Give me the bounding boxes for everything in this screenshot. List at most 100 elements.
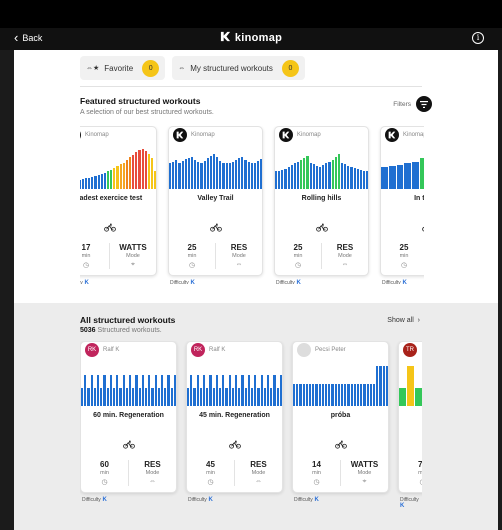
mode-stat: WATTS Mode ⌖ — [109, 243, 156, 269]
profile-bar — [407, 366, 414, 406]
profile-bar — [385, 366, 388, 406]
card-header: Kinomap — [80, 127, 156, 143]
brand-logo: kinomap — [0, 31, 502, 44]
difficulty-label: Difficulty K — [400, 497, 422, 509]
workout-profile-chart — [293, 362, 388, 406]
profile-bar — [302, 384, 305, 406]
profile-bar — [299, 384, 302, 406]
duration-value: 25 — [399, 243, 409, 252]
duration-unit: min — [187, 253, 197, 259]
profile-bar — [122, 162, 125, 189]
workout-card[interactable]: Kinomap Rolling hills 25 min ◷ RES Mode ⇔ — [274, 126, 369, 276]
profile-bar — [87, 388, 90, 406]
profile-bar — [284, 168, 287, 189]
clock-icon: ◷ — [101, 479, 108, 486]
duration-unit: min — [206, 470, 215, 476]
show-all-label: Show all — [387, 317, 414, 324]
duration-stat: 75min ◷ — [399, 460, 422, 486]
profile-bar — [181, 160, 184, 189]
workout-card[interactable]: TR 75min ◷ — [398, 341, 422, 493]
mode-unit: Mode — [251, 470, 266, 476]
profile-bar — [257, 388, 260, 406]
mode-icon: ⇔ — [255, 478, 262, 485]
profile-bar — [225, 388, 228, 406]
profile-bar — [135, 375, 138, 406]
avatar: RK — [85, 343, 99, 357]
profile-bar — [109, 375, 113, 406]
bike-icon — [169, 223, 262, 234]
mode-icon: ⇔ — [341, 261, 349, 268]
info-icon[interactable]: i — [472, 32, 484, 44]
profile-bar — [325, 384, 328, 406]
profile-bar — [363, 384, 366, 406]
profile-bar — [141, 148, 144, 189]
difficulty-label: Difficulty K — [82, 497, 107, 503]
all-workouts-subtitle: Structured workouts. — [97, 327, 162, 334]
difficulty-text: Difficulty — [188, 497, 207, 503]
profile-bar — [132, 388, 135, 406]
mode-value: WATTS — [350, 460, 379, 469]
difficulty-icon: K — [82, 280, 89, 284]
profile-bar — [331, 384, 334, 406]
profile-bar — [238, 388, 241, 406]
difficulty-label: Difficulty K — [276, 280, 301, 284]
workout-card[interactable]: Kinomap Valley Trail 25 min ◷ RES Mode ⇔ — [168, 126, 263, 276]
duration-unit: min — [81, 253, 91, 259]
difficulty-icon: K — [312, 497, 319, 503]
clock-icon: ◷ — [400, 262, 408, 269]
duration-unit: min — [399, 253, 409, 259]
duration-unit: min — [399, 470, 422, 476]
workout-card[interactable]: RK Ralf K 60 min. Regeneration 60 min ◷ RES Mod… — [80, 341, 177, 493]
workout-icon: ⇔ — [178, 64, 186, 72]
show-all-link[interactable]: Show all › — [387, 317, 420, 324]
profile-bar — [209, 156, 212, 189]
profile-bar — [88, 177, 91, 189]
workout-card[interactable]: RK Ralf K 45 min. Regeneration 45 min ◷ RES Mod… — [186, 341, 283, 493]
filters-label: Filters — [393, 100, 411, 108]
bike-icon — [81, 440, 176, 451]
profile-bar — [90, 375, 93, 406]
bike-icon — [293, 440, 388, 451]
filters-button[interactable]: Filters — [393, 96, 432, 112]
mode-value: WATTS — [119, 243, 147, 252]
profile-bar — [113, 388, 116, 406]
back-button[interactable]: ‹ Back — [14, 31, 42, 45]
profile-bar — [382, 366, 385, 406]
profile-bar — [251, 388, 254, 406]
profile-bar — [244, 159, 247, 189]
mode-value: RES — [230, 243, 248, 252]
my-workouts-chip[interactable]: ⇔ My structured workouts 0 — [172, 56, 305, 80]
duration-stat: 25 min ◷ — [169, 243, 215, 269]
profile-bar — [322, 165, 325, 189]
difficulty-text: Difficulty — [294, 497, 313, 503]
duration-value: 25 — [293, 243, 303, 252]
profile-bar — [396, 165, 404, 189]
difficulty-label: Difficulty K — [382, 280, 407, 284]
workout-profile-chart — [381, 145, 424, 189]
workout-profile-chart — [275, 145, 368, 189]
workout-card[interactable]: Kinomap radest exercice test 17 min ◷ WATTS Mo… — [80, 126, 157, 276]
workout-title: próba — [330, 412, 351, 419]
profile-bar — [315, 166, 318, 189]
profile-bar — [404, 163, 412, 189]
profile-bar — [84, 178, 88, 189]
featured-carousel[interactable]: Kinomap radest exercice test 17 min ◷ WATTS Mo… — [80, 126, 424, 284]
mode-value: RES — [336, 243, 354, 252]
profile-bar — [366, 171, 368, 189]
profile-bar — [216, 157, 219, 189]
profile-bar — [347, 166, 350, 189]
card-header: Kinomap — [275, 127, 368, 143]
profile-bar — [119, 164, 122, 189]
card-header: TR — [399, 342, 422, 358]
difficulty-icon: K — [294, 280, 301, 284]
profile-bar — [241, 157, 244, 189]
favorite-chip[interactable]: ⇔★ Favorite 0 — [80, 56, 166, 80]
workout-card[interactable]: Pecsi Peter próba 14 min ◷ WATTS Mode ⌖ — [292, 341, 389, 493]
favorite-count-badge: 0 — [142, 59, 160, 77]
all-workouts-carousel[interactable]: RK Ralf K 60 min. Regeneration 60 min ◷ RES Mod… — [80, 341, 422, 527]
profile-bar — [197, 161, 200, 189]
profile-bar — [247, 161, 250, 189]
workout-stats: 60 min ◷ RES Mode ⇔ — [81, 460, 176, 486]
owner-name: Kinomap — [403, 132, 424, 138]
